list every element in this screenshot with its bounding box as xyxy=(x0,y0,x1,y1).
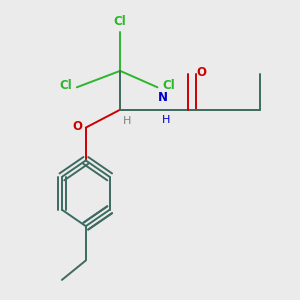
Text: O: O xyxy=(73,120,83,133)
Text: Cl: Cl xyxy=(60,79,72,92)
Text: H: H xyxy=(123,116,131,126)
Text: H: H xyxy=(162,115,170,125)
Text: O: O xyxy=(196,66,206,79)
Text: Cl: Cl xyxy=(114,16,127,28)
Text: Cl: Cl xyxy=(162,79,175,92)
Text: N: N xyxy=(158,91,167,104)
